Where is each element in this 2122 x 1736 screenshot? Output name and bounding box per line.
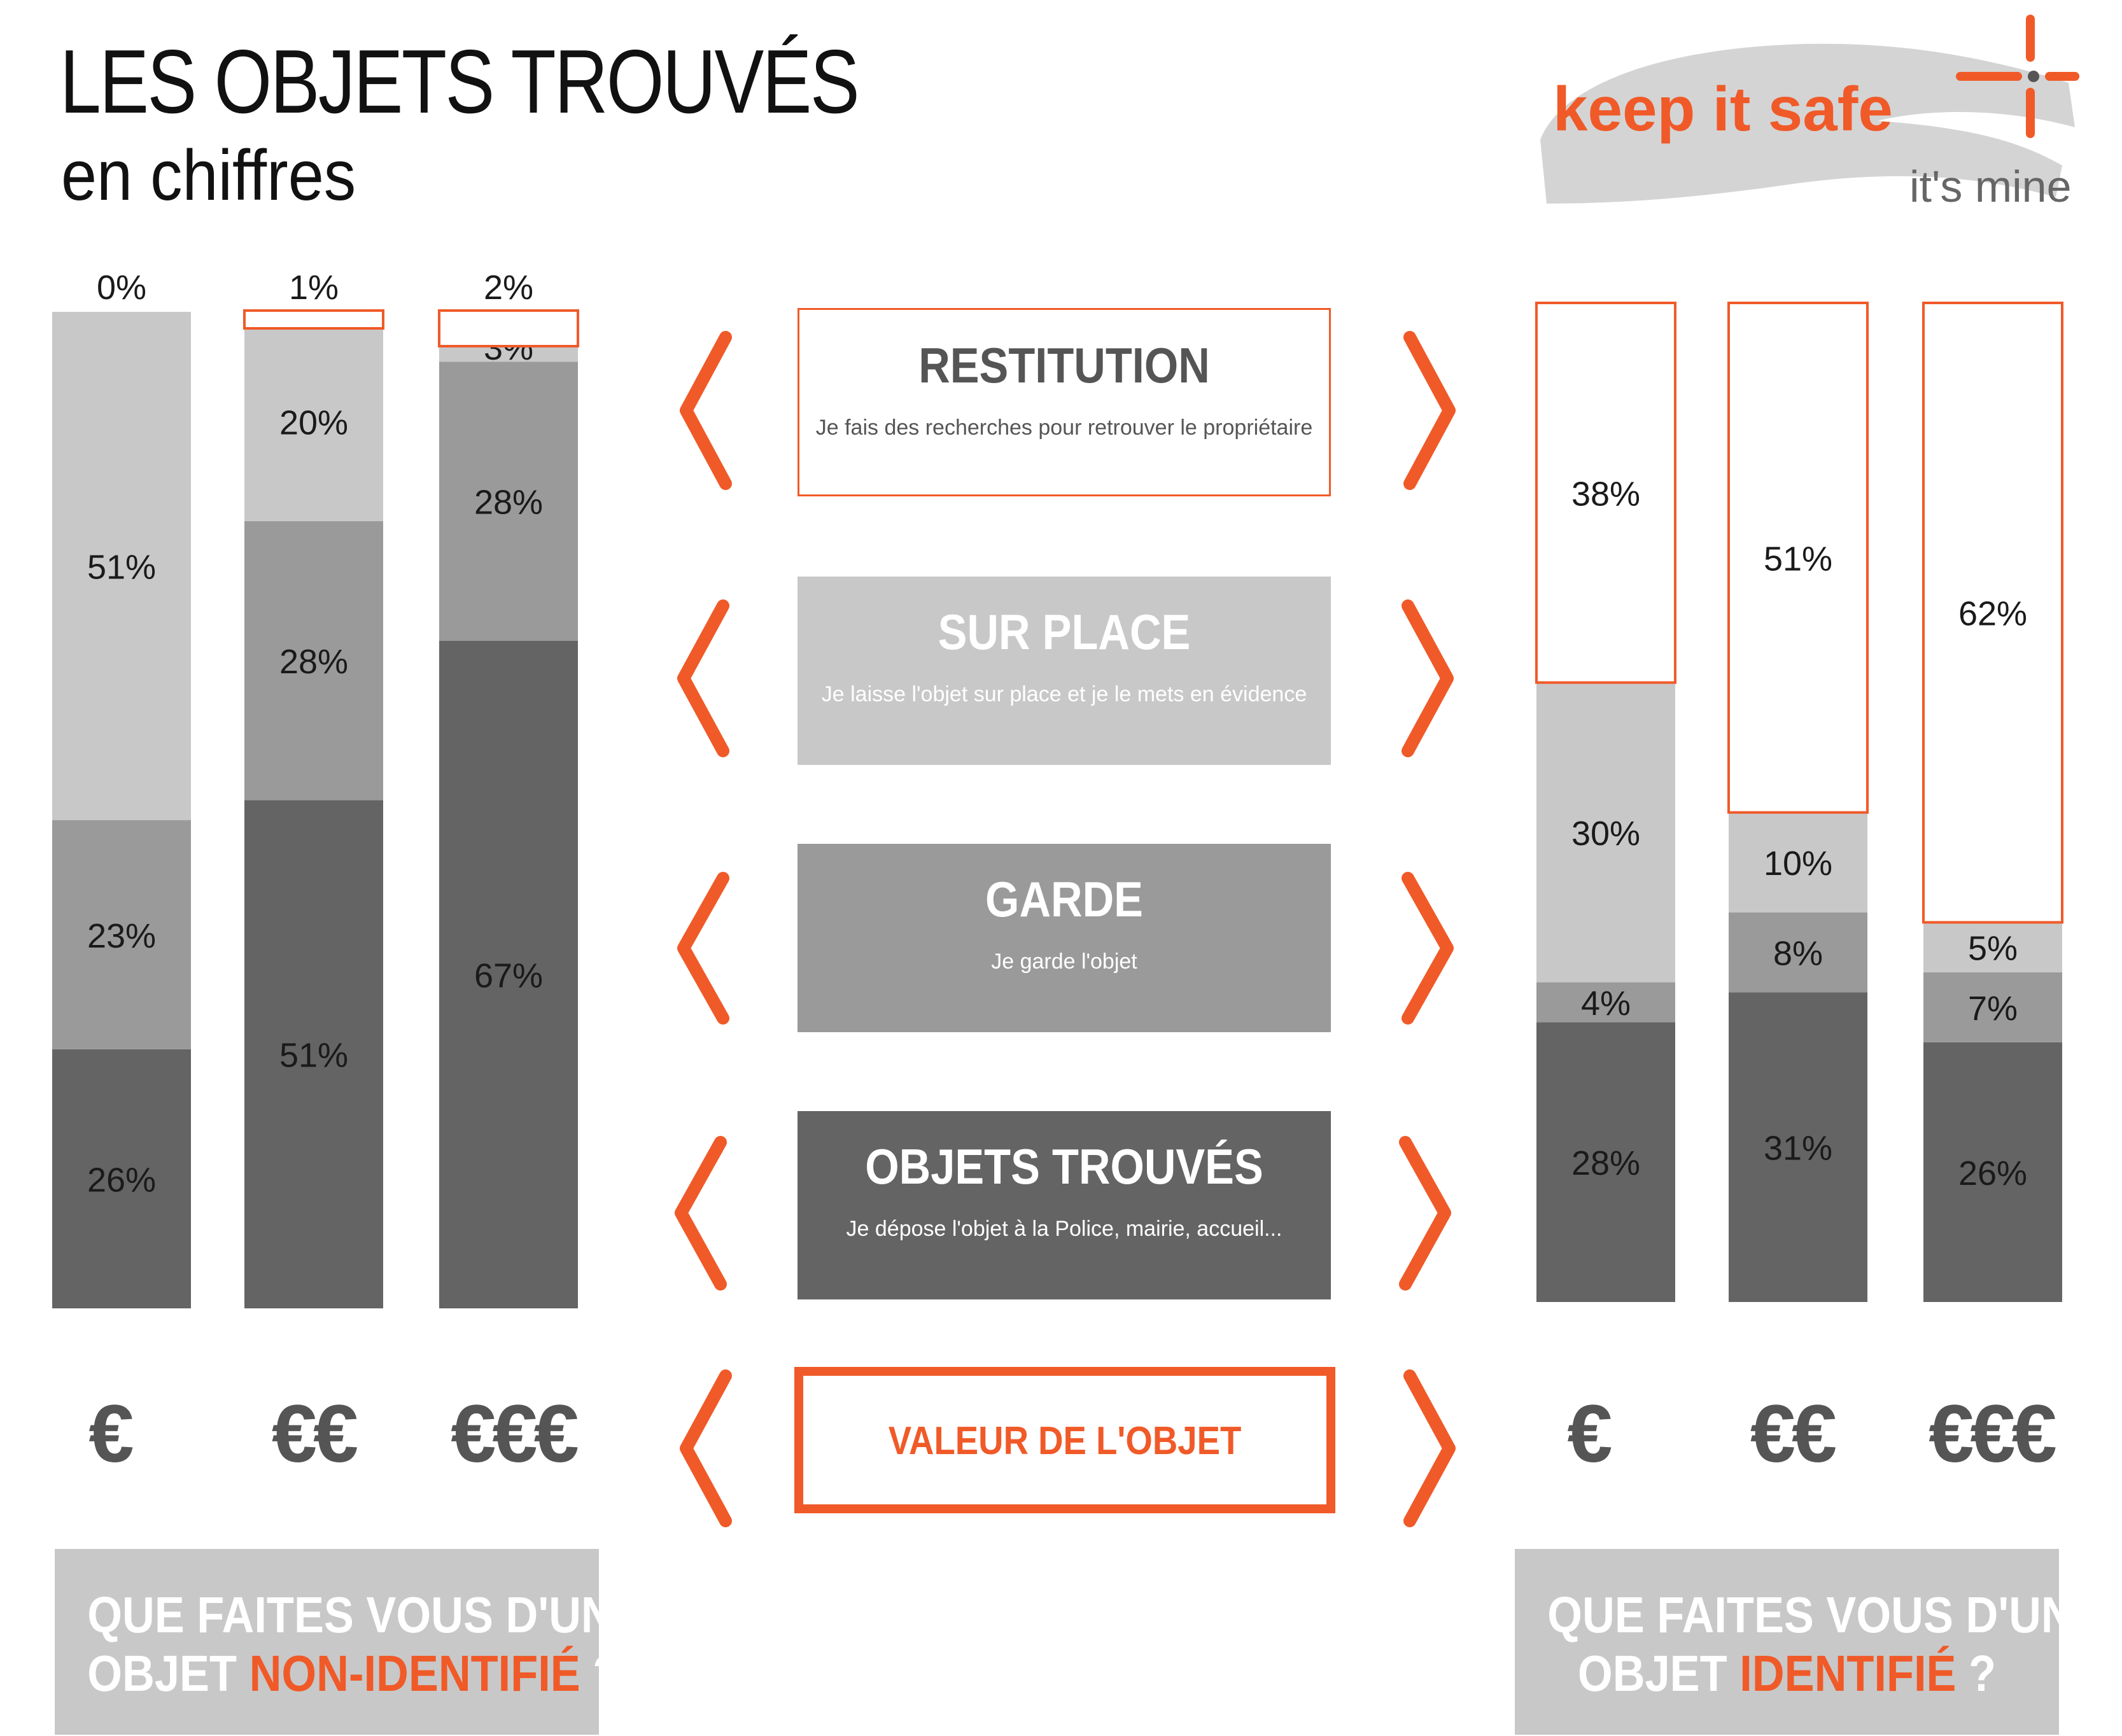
question-non-identifie: QUE FAITES VOUS D'UN OBJET NON-IDENTIFIÉ… [55,1549,620,1735]
bar-segment [1727,302,1869,814]
page-subtitle: en chiffres [61,136,356,215]
data-label: 2% [484,269,533,307]
category-title: SUR PLACE [938,604,1191,660]
bar-segment [1536,982,1675,1023]
euro-label-left-3: €€€ [451,1389,579,1480]
data-label: 7% [1968,990,2018,1028]
data-label: 62% [1958,595,2027,633]
question-suffix: ? [1956,1645,1997,1702]
euro-label-right-3: €€€ [1929,1389,2057,1480]
data-label: 38% [1571,475,1640,513]
question-line: QUE FAITES VOUS D'UN [87,1586,614,1643]
euro-label-right-2: €€ [1750,1389,1837,1480]
bar-segment [243,309,384,330]
bar-segment [438,309,579,347]
bar-segment [244,800,383,1308]
bar-segment [52,1049,191,1308]
category-objets-trouves: OBJETS TROUVÉS Je dépose l'objet à la Po… [798,1111,1331,1299]
category-description: Je dépose l'objet à la Police, mairie, a… [846,1217,1282,1241]
data-label: 51% [87,548,156,586]
data-label: 30% [1571,815,1640,853]
data-label: 26% [87,1161,156,1199]
bar-segment [52,312,191,820]
question-prefix: OBJET [87,1645,249,1702]
bar-segment [244,521,383,801]
data-label: 10% [1764,844,1832,883]
category-restitution: RESTITUTION Je fais des recherches pour … [798,308,1331,496]
data-label: 8% [1773,935,1823,973]
question-highlight: NON-IDENTIFIÉ [249,1645,580,1702]
data-label: 28% [1571,1144,1640,1182]
bar-segment [1536,682,1675,983]
bar-segment [439,361,578,641]
data-label: 28% [279,643,348,681]
brand-name: keep it safe [1553,74,1893,144]
bar-segment [1923,972,2062,1042]
bar-segment [439,640,578,1308]
category-description: Je fais des recherches pour retrouver le… [815,416,1313,440]
data-label: 5% [1968,930,2018,968]
euro-label-left-1: € [88,1389,134,1480]
bar-segment [1923,922,2062,972]
bar-segment [244,321,383,521]
bar-segment [1535,302,1676,684]
question-highlight: IDENTIFIÉ [1739,1645,1957,1702]
brand-logo [1540,15,2079,204]
data-label: 4% [1581,984,1631,1023]
page-title: LES OBJETS TROUVÉS [60,31,860,132]
question-identifie: QUE FAITES VOUS D'UN OBJET IDENTIFIÉ ? [1515,1549,2074,1735]
category-sur-place: SUR PLACE Je laisse l'objet sur place et… [798,577,1331,765]
bar-segment [1729,812,1867,913]
data-label: 20% [279,403,348,442]
category-garde: GARDE Je garde l'objet [798,844,1331,1032]
category-title: GARDE [985,871,1143,927]
data-label: 23% [87,917,156,955]
category-title: OBJETS TROUVÉS [865,1138,1263,1194]
question-prefix: OBJET [1577,1645,1740,1702]
bar-segment [1729,912,1867,993]
question-line: QUE FAITES VOUS D'UN [1547,1586,2074,1643]
bar-segment [1922,302,2063,924]
data-label: 28% [474,484,543,522]
bar-segment [52,820,191,1049]
euro-label-left-2: €€ [271,1389,358,1480]
data-label: 51% [1764,540,1832,578]
category-title: RESTITUTION [918,337,1210,393]
brand-tagline: it's mine [1909,162,2072,211]
euro-label-right-1: € [1567,1389,1612,1480]
bar-segment [1923,1042,2062,1302]
question-suffix: ? [580,1645,621,1702]
category-title: VALEUR DE L'OBJET [888,1419,1242,1463]
bar-segment [1536,1022,1675,1302]
data-label: 67% [474,956,543,995]
data-label: 31% [1764,1130,1832,1168]
category-description: Je laisse l'objet sur place et je le met… [821,682,1307,706]
category-valeur: VALEUR DE L'OBJET [794,1367,1335,1513]
data-label: 0% [97,269,146,307]
bar-segment [1729,992,1867,1302]
data-label: 1% [289,269,339,307]
category-description: Je garde l'objet [991,949,1137,974]
data-label: 26% [1958,1154,2027,1193]
data-label: 51% [279,1037,348,1075]
